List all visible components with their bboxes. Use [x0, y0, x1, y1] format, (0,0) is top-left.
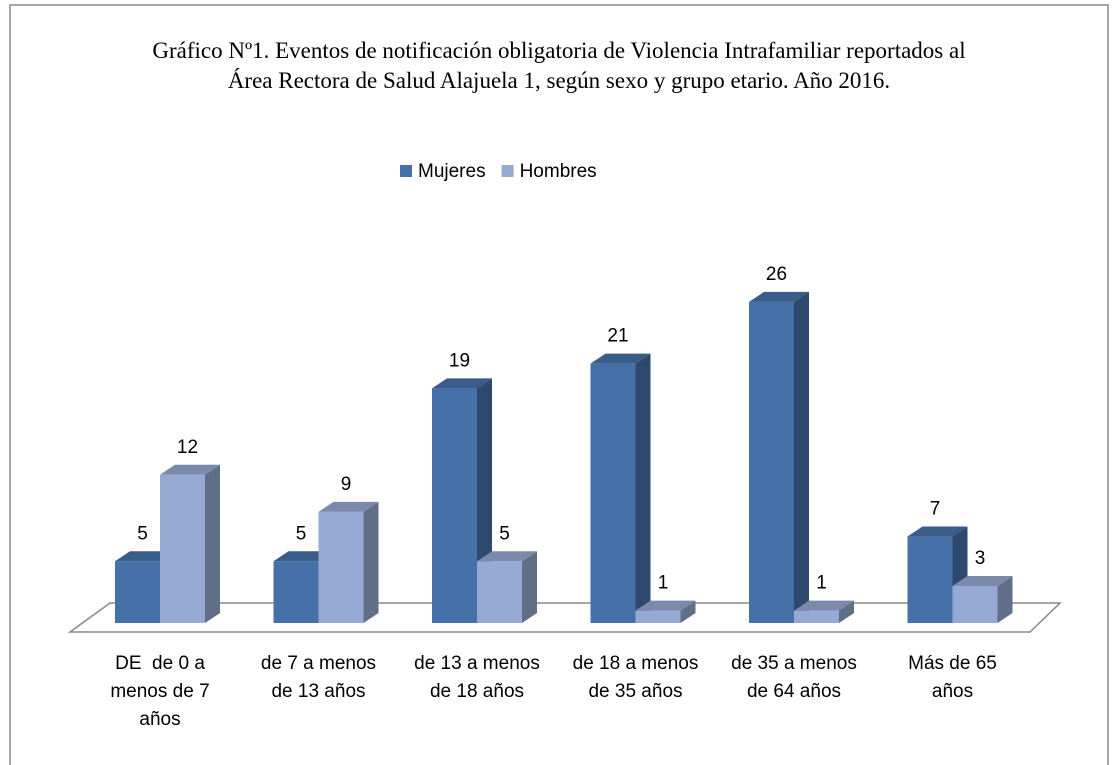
bar-top-shade [477, 551, 537, 562]
legend-swatch [400, 165, 412, 177]
data-label: 1 [658, 573, 669, 594]
data-label: 5 [137, 523, 148, 544]
bar-front [794, 610, 839, 623]
data-label: 12 [177, 437, 198, 458]
bar-top-shade [590, 353, 651, 364]
bar-top [160, 464, 220, 475]
bar [952, 575, 1013, 623]
bar-top-shade [794, 600, 854, 611]
bar-top [318, 501, 379, 512]
data-label: 1 [816, 573, 827, 594]
bar-front [907, 536, 953, 623]
chart-title: Gráfico Nº1. Eventos de notificación obl… [152, 38, 966, 93]
bar-top [477, 551, 537, 562]
bar-top-shade [160, 464, 220, 475]
bar-side-shade [205, 464, 220, 623]
x-tick-label: Más de 65 años [908, 653, 1003, 702]
bar-side-shade [680, 600, 696, 623]
bar-front [432, 388, 477, 623]
bar-top-shade [432, 378, 492, 389]
bar-top-shade [907, 526, 968, 537]
data-label: 5 [499, 523, 510, 544]
data-label: 9 [341, 474, 352, 495]
bar-top-shade [952, 575, 1013, 586]
bar-front [273, 561, 319, 623]
bar-top [635, 600, 696, 611]
bar-top [432, 378, 492, 389]
frame [9, 4, 1109, 765]
x-tick-label: de 18 a menos de 35 años [572, 653, 704, 702]
bar-top [907, 526, 968, 537]
x-tick-label: de 13 a menos de 18 años [414, 653, 546, 702]
legend-label: Mujeres [418, 161, 486, 182]
bar-top [590, 353, 651, 364]
bar-front [477, 561, 522, 623]
bar [477, 551, 537, 623]
bar-front [590, 363, 636, 623]
bar-front [115, 561, 160, 623]
data-label: 5 [296, 523, 307, 544]
bar-side [363, 501, 379, 623]
bar-side-shade [363, 501, 379, 623]
bar-top-shade [635, 600, 696, 611]
bar [318, 501, 379, 623]
data-label: 21 [607, 326, 628, 347]
bar-side [839, 600, 854, 623]
bar-side [205, 464, 220, 623]
bar-side [635, 353, 651, 623]
bar-front [160, 474, 205, 623]
data-label: 26 [766, 264, 787, 285]
bar-front [749, 301, 794, 623]
bar-top [794, 600, 854, 611]
bar-top-shade [318, 501, 379, 512]
bar-side-shade [635, 353, 651, 623]
bar-side [522, 551, 537, 623]
bar-side [794, 291, 809, 623]
x-tick-label: DE de 0 a menos de 7 años [110, 653, 215, 730]
x-tick-label: de 35 a menos de 64 años [731, 653, 863, 702]
bar-top [952, 575, 1013, 586]
bar-side [997, 575, 1013, 623]
bar [749, 291, 809, 623]
bar [635, 600, 696, 623]
legend-label: Hombres [520, 161, 597, 182]
data-label: 19 [449, 350, 470, 371]
bar-side [680, 600, 696, 623]
bar-side-shade [794, 291, 809, 623]
x-tick-label: de 7 a menos de 13 años [260, 653, 382, 702]
bar [432, 378, 492, 623]
bar-top [749, 291, 809, 302]
bar-front [635, 610, 681, 623]
bar [590, 353, 651, 623]
bar-side-shade [522, 551, 537, 623]
bar [794, 600, 854, 623]
bar [160, 464, 220, 623]
bar-side-shade [997, 575, 1013, 623]
bar-top-shade [749, 291, 809, 302]
bar-side-shade [839, 600, 854, 623]
bar-front [318, 511, 364, 623]
data-label: 7 [930, 499, 941, 520]
legend-swatch [501, 165, 514, 177]
bar-front [952, 585, 998, 623]
data-label: 3 [975, 548, 986, 569]
